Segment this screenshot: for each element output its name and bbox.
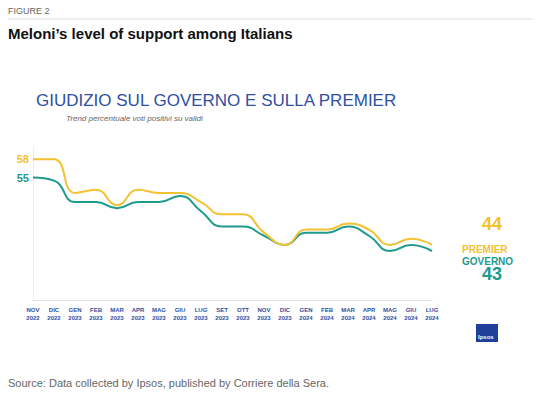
svg-text:2022: 2022 <box>47 315 61 321</box>
svg-text:FEB: FEB <box>321 307 334 313</box>
svg-text:2023: 2023 <box>152 315 166 321</box>
svg-text:2023: 2023 <box>257 315 271 321</box>
svg-text:NOV: NOV <box>257 307 270 313</box>
svg-text:Trend percentuale voti positiv: Trend percentuale voti positivi su valid… <box>66 114 203 123</box>
svg-text:Source: Data collected by Ipso: Source: Data collected by Ipsos, publish… <box>8 377 329 389</box>
svg-text:GIU: GIU <box>406 307 417 313</box>
svg-text:OTT: OTT <box>237 307 249 313</box>
svg-text:2023: 2023 <box>194 315 208 321</box>
svg-text:FIGURE 2: FIGURE 2 <box>8 6 50 16</box>
svg-text:2023: 2023 <box>68 315 82 321</box>
svg-text:MAR: MAR <box>110 307 124 313</box>
svg-text:2023: 2023 <box>89 315 103 321</box>
svg-text:GIUDIZIO SUL GOVERNO E SULLA P: GIUDIZIO SUL GOVERNO E SULLA PREMIER <box>36 91 396 110</box>
svg-text:PREMIER: PREMIER <box>462 244 508 255</box>
svg-text:2024: 2024 <box>383 315 397 321</box>
svg-text:2023: 2023 <box>278 315 292 321</box>
svg-text:SET: SET <box>216 307 228 313</box>
svg-text:2024: 2024 <box>425 315 439 321</box>
svg-text:58: 58 <box>17 153 29 165</box>
svg-text:2024: 2024 <box>404 315 418 321</box>
svg-text:2023: 2023 <box>131 315 145 321</box>
svg-text:43: 43 <box>482 264 502 284</box>
svg-text:LUG: LUG <box>426 307 439 313</box>
svg-text:LUG: LUG <box>195 307 208 313</box>
svg-text:MAG: MAG <box>152 307 166 313</box>
svg-text:2023: 2023 <box>173 315 187 321</box>
svg-text:2024: 2024 <box>341 315 355 321</box>
svg-text:GIU: GIU <box>175 307 186 313</box>
svg-text:Ipsos: Ipsos <box>478 334 494 340</box>
svg-text:2024: 2024 <box>299 315 313 321</box>
svg-text:DIC: DIC <box>280 307 291 313</box>
svg-text:GEN: GEN <box>68 307 81 313</box>
svg-text:FEB: FEB <box>90 307 103 313</box>
svg-text:55: 55 <box>17 172 29 184</box>
svg-text:APR: APR <box>132 307 145 313</box>
svg-text:2023: 2023 <box>215 315 229 321</box>
svg-text:2023: 2023 <box>236 315 250 321</box>
svg-text:MAG: MAG <box>383 307 397 313</box>
svg-text:2024: 2024 <box>362 315 376 321</box>
svg-text:APR: APR <box>363 307 376 313</box>
svg-text:2023: 2023 <box>110 315 124 321</box>
svg-text:Meloni’s level of support amon: Meloni’s level of support among Italians <box>8 25 293 42</box>
svg-text:GEN: GEN <box>299 307 312 313</box>
svg-text:GOVERNO: GOVERNO <box>462 255 514 267</box>
svg-text:DIC: DIC <box>49 307 60 313</box>
svg-text:2024: 2024 <box>320 315 334 321</box>
svg-text:44: 44 <box>482 214 502 234</box>
svg-text:MAR: MAR <box>341 307 355 313</box>
svg-text:2022: 2022 <box>26 315 40 321</box>
svg-text:NOV: NOV <box>26 307 39 313</box>
